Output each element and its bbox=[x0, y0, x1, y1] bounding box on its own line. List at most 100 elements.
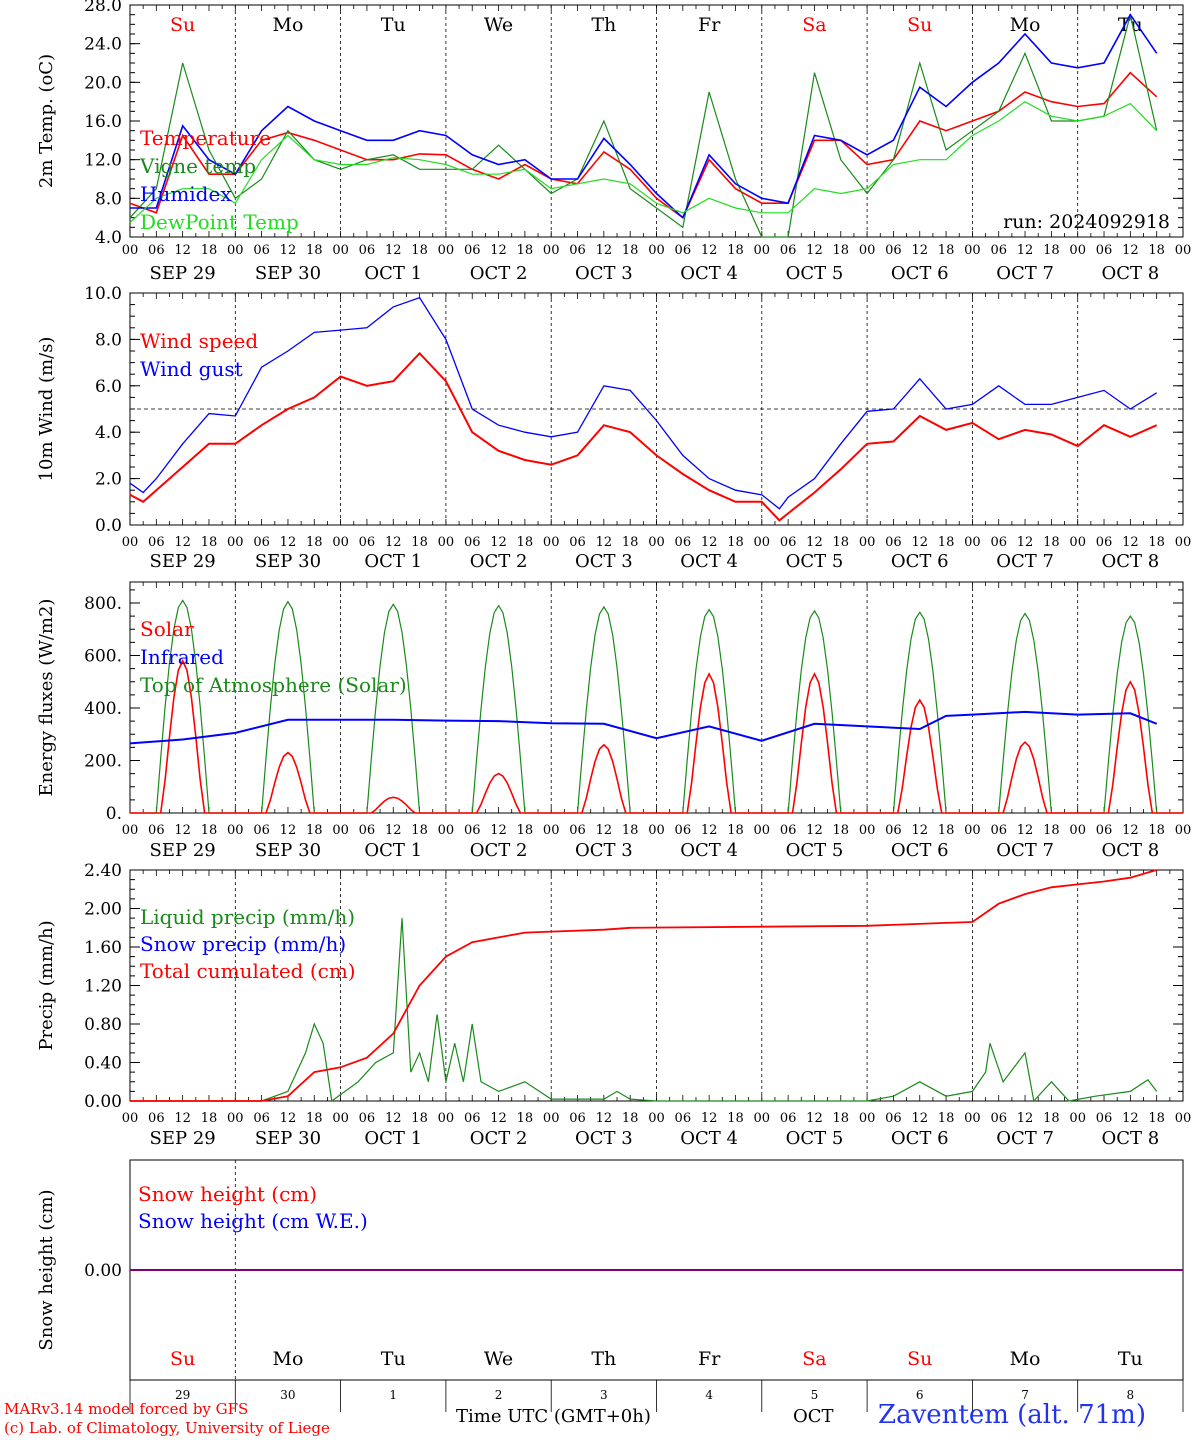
hour-tick-label: 12 bbox=[385, 823, 402, 838]
series-dewpoint-temp bbox=[129, 100, 1158, 223]
y-axis-label: Precip (mm/h) bbox=[36, 920, 57, 1050]
hour-tick-label: 18 bbox=[1148, 535, 1165, 550]
day-number-label: 2 bbox=[495, 1388, 503, 1402]
hour-tick-label: 06 bbox=[675, 535, 692, 550]
y-axis-label: Energy fluxes (W/m2) bbox=[36, 599, 57, 797]
hour-tick-label: 00 bbox=[332, 535, 349, 550]
hour-tick-label: 12 bbox=[596, 1111, 613, 1126]
hour-tick-label: 12 bbox=[1017, 1111, 1034, 1126]
series-infrared bbox=[129, 710, 1158, 745]
hour-tick-label: 12 bbox=[280, 823, 297, 838]
weekday-label: Tu bbox=[1118, 1348, 1143, 1370]
hour-tick-label: 00 bbox=[438, 243, 455, 258]
hour-tick-label: 00 bbox=[859, 535, 876, 550]
day-number-label: 4 bbox=[705, 1388, 713, 1402]
legend-label: Solar bbox=[140, 617, 194, 641]
hour-tick-label: 18 bbox=[938, 823, 955, 838]
hour-tick-label: 12 bbox=[280, 535, 297, 550]
y-axis-label: 2m Temp. (oC) bbox=[36, 54, 57, 188]
day-number-label: 8 bbox=[1127, 1388, 1135, 1402]
footer-copyright: (c) Lab. of Climatology, University of L… bbox=[4, 1419, 330, 1437]
hour-tick-label: 12 bbox=[174, 823, 191, 838]
hour-tick-label: 12 bbox=[596, 243, 613, 258]
hour-tick-label: 18 bbox=[517, 535, 534, 550]
date-label: OCT 8 bbox=[1101, 840, 1159, 861]
hour-tick-label: 06 bbox=[148, 243, 165, 258]
hour-tick-label: 12 bbox=[1017, 823, 1034, 838]
hour-tick-label: 18 bbox=[1148, 243, 1165, 258]
series-wind-speed bbox=[129, 351, 1158, 522]
hour-tick-label: 18 bbox=[411, 823, 428, 838]
day-number-label: 1 bbox=[389, 1388, 397, 1402]
hour-tick-label: 06 bbox=[359, 535, 376, 550]
hour-tick-label: 12 bbox=[490, 243, 507, 258]
y-tick-label: 8.0 bbox=[95, 189, 122, 209]
hour-tick-label: 00 bbox=[648, 1111, 665, 1126]
weekday-label: Mo bbox=[272, 1348, 303, 1370]
hour-tick-label: 00 bbox=[648, 823, 665, 838]
hour-tick-label: 00 bbox=[332, 823, 349, 838]
hour-tick-label: 06 bbox=[464, 535, 481, 550]
hour-tick-label: 00 bbox=[964, 243, 981, 258]
hour-tick-label: 18 bbox=[201, 823, 218, 838]
hour-tick-label: 06 bbox=[780, 823, 797, 838]
footer-model: MARv3.14 model forced by GFS bbox=[4, 1400, 249, 1418]
date-label: SEP 30 bbox=[255, 263, 321, 284]
hour-tick-label: 00 bbox=[1175, 243, 1192, 258]
y-tick-label: 10.0 bbox=[84, 284, 122, 304]
hour-tick-label: 18 bbox=[201, 1111, 218, 1126]
series-vigne-temp bbox=[129, 14, 1158, 238]
hour-tick-label: 06 bbox=[148, 823, 165, 838]
hour-tick-label: 06 bbox=[885, 823, 902, 838]
hour-tick-label: 18 bbox=[727, 535, 744, 550]
hour-tick-label: 06 bbox=[885, 1111, 902, 1126]
hour-tick-label: 12 bbox=[701, 535, 718, 550]
hour-tick-label: 06 bbox=[569, 243, 586, 258]
footer-time-axis-label: Time UTC (GMT+0h) bbox=[456, 1406, 651, 1427]
hour-tick-label: 06 bbox=[885, 535, 902, 550]
date-label: SEP 30 bbox=[255, 551, 321, 572]
date-label: OCT 6 bbox=[891, 263, 949, 284]
hour-tick-label: 06 bbox=[253, 243, 270, 258]
y-tick-label: 16.0 bbox=[84, 112, 122, 132]
hour-tick-label: 00 bbox=[964, 823, 981, 838]
y-tick-label: 12.0 bbox=[84, 151, 122, 171]
hour-tick-label: 18 bbox=[1148, 823, 1165, 838]
date-label: SEP 29 bbox=[150, 840, 216, 861]
station-label: Zaventem (alt. 71m) bbox=[878, 1400, 1146, 1430]
hour-tick-label: 00 bbox=[438, 823, 455, 838]
hour-tick-label: 06 bbox=[675, 1111, 692, 1126]
date-label: OCT 5 bbox=[786, 840, 844, 861]
weekday-label: We bbox=[484, 14, 513, 36]
hour-tick-label: 12 bbox=[701, 823, 718, 838]
day-number-label: 30 bbox=[280, 1388, 295, 1402]
hour-tick-label: 00 bbox=[122, 243, 139, 258]
hour-tick-label: 00 bbox=[438, 1111, 455, 1126]
hour-tick-label: 00 bbox=[648, 535, 665, 550]
legend-label: Liquid precip (mm/h) bbox=[140, 905, 355, 929]
hour-tick-label: 06 bbox=[464, 243, 481, 258]
y-tick-label: 2.0 bbox=[95, 470, 122, 490]
hour-tick-label: 00 bbox=[543, 1111, 560, 1126]
hour-tick-label: 12 bbox=[911, 243, 928, 258]
hour-tick-label: 00 bbox=[859, 823, 876, 838]
hour-tick-label: 00 bbox=[227, 823, 244, 838]
hour-tick-label: 12 bbox=[385, 1111, 402, 1126]
hour-tick-label: 18 bbox=[306, 823, 323, 838]
hour-tick-label: 00 bbox=[859, 1111, 876, 1126]
hour-tick-label: 18 bbox=[622, 243, 639, 258]
hour-tick-label: 06 bbox=[253, 823, 270, 838]
hour-tick-label: 18 bbox=[306, 1111, 323, 1126]
weekday-label: Sa bbox=[802, 1348, 826, 1370]
hour-tick-label: 18 bbox=[1148, 1111, 1165, 1126]
hour-tick-label: 06 bbox=[359, 1111, 376, 1126]
date-label: SEP 29 bbox=[150, 551, 216, 572]
hour-tick-label: 18 bbox=[622, 823, 639, 838]
hour-tick-label: 06 bbox=[990, 243, 1007, 258]
hour-tick-label: 12 bbox=[1017, 535, 1034, 550]
hour-tick-label: 12 bbox=[490, 1111, 507, 1126]
hour-tick-label: 00 bbox=[859, 243, 876, 258]
date-label: OCT 3 bbox=[575, 551, 633, 572]
date-label: OCT 3 bbox=[575, 1128, 633, 1149]
